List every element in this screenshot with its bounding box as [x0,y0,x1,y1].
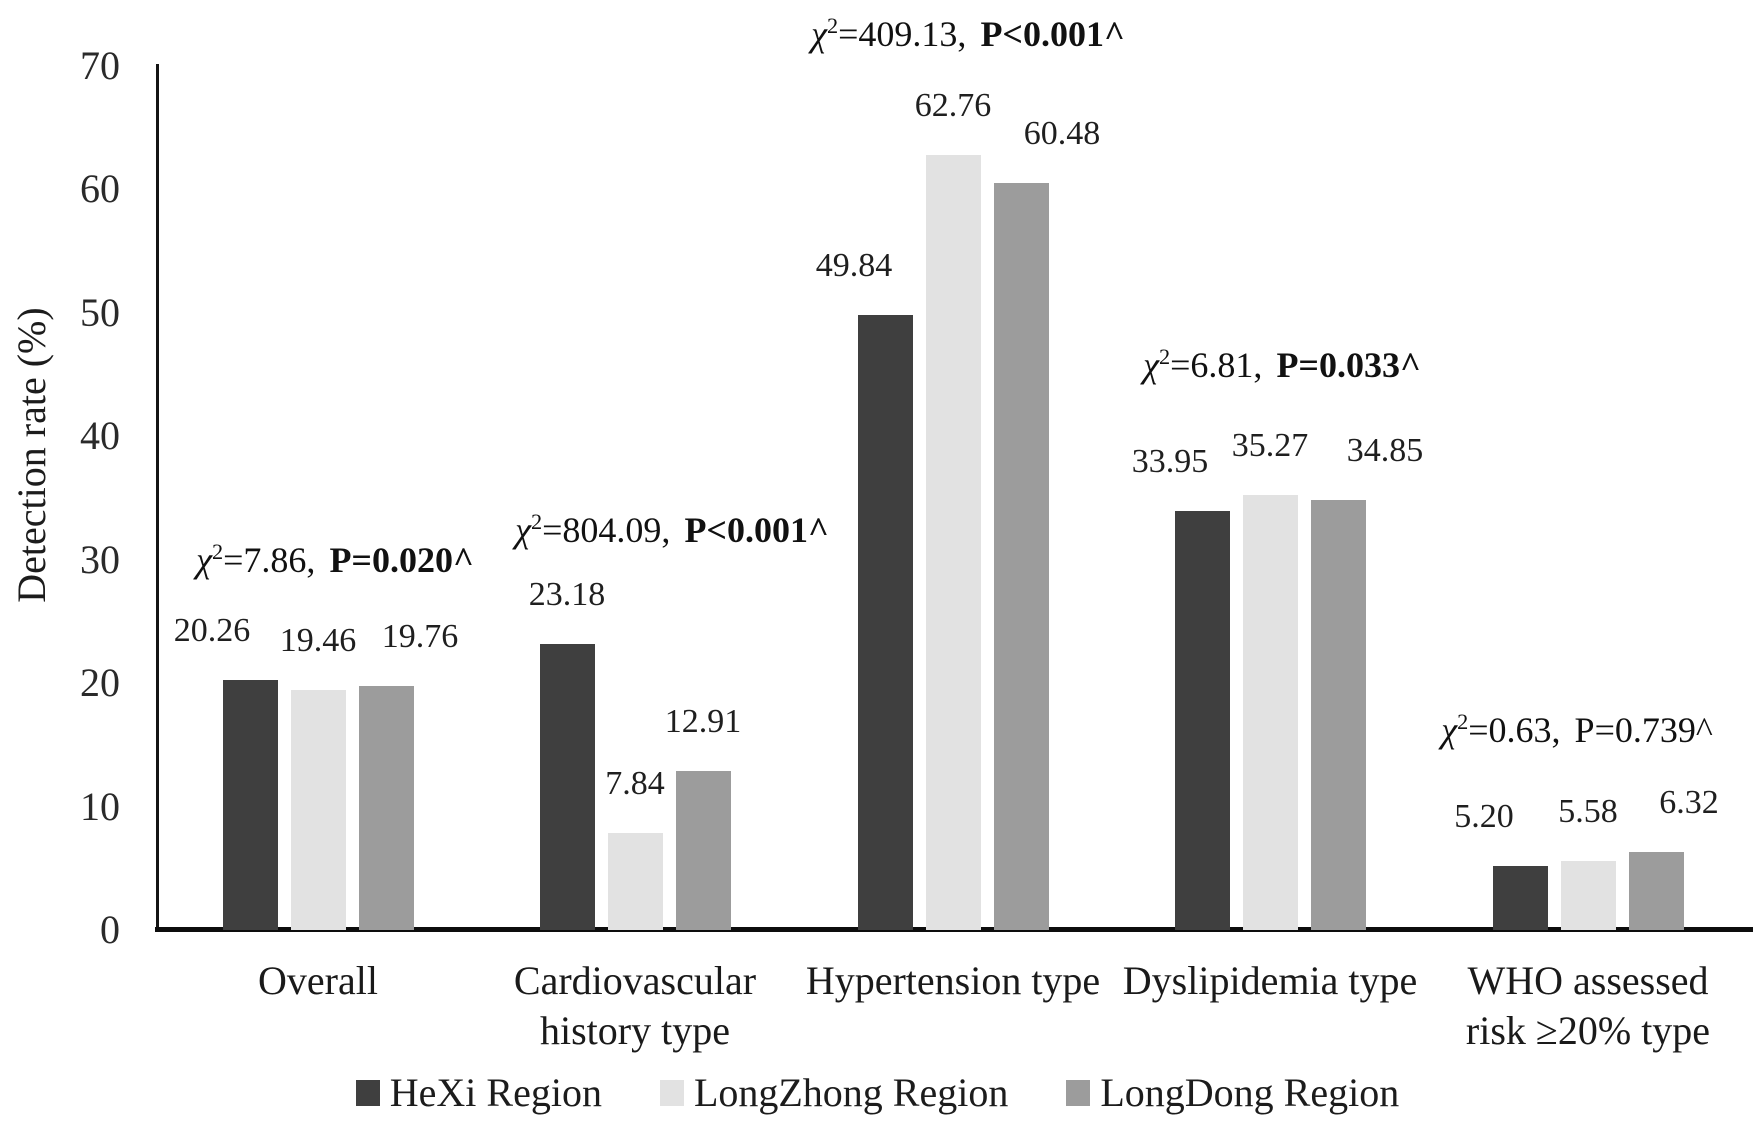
bar-value-label: 35.27 [1231,427,1309,464]
bar-value-label: 20.26 [173,612,251,649]
bar-longzhong-region [1242,495,1298,930]
chi-square-annotation: χ2=6.81, P=0.033^ [1002,331,1562,391]
y-axis-line [156,64,159,930]
chi-square-annotation: χ2=0.63, P=0.739^ [1297,696,1755,756]
y-tick-label: 10 [80,783,120,829]
bar-longzhong-region [1560,861,1616,930]
y-tick-label: 50 [80,289,120,335]
legend-item: HeXi Region [355,1069,602,1117]
chi-square-stat: χ2=7.86, [196,539,316,580]
bar-value-label: 60.48 [1023,115,1101,152]
y-tick-label: 0 [100,907,120,952]
bar-longdong-region [993,183,1049,930]
bar-value-label: 49.84 [815,247,893,284]
y-tick-label: 70 [80,42,120,88]
legend-label: LongDong Region [1100,1070,1400,1115]
p-value: P<0.001^ [980,14,1125,54]
bar-longzhong-region [290,690,346,930]
bar-value-label: 33.95 [1131,443,1209,480]
bar-value-label: 5.58 [1558,793,1618,830]
bar-value-label: 19.76 [381,618,459,655]
bar-hexi-region [857,315,913,930]
category-label: WHO assessed risk ≥20% type [1465,958,1711,1053]
legend-label: LongZhong Region [693,1070,1009,1115]
chi-square-annotation: χ2=7.86, P=0.020^ [55,526,615,586]
bar-value-label: 23.18 [528,576,606,613]
legend-swatch [355,1080,380,1106]
legend-label: HeXi Region [389,1070,602,1115]
category-label: Cardiovascular history type [513,958,757,1053]
bar-longzhong-region [607,833,663,930]
legend-item: LongZhong Region [659,1069,1009,1117]
legend: HeXi Region LongZhong Region LongDong Regi… [0,1069,1755,1117]
bar-value-label: 62.76 [914,87,992,124]
chi-square-stat: χ2=0.63, [1441,709,1561,750]
y-tick-label: 20 [80,660,120,706]
bar-longdong-region [1310,500,1366,930]
p-value: P<0.001^ [684,510,829,550]
y-tick-label: 60 [80,166,120,212]
bar-value-label: 12.91 [664,703,742,740]
bar-hexi-region [539,644,595,930]
bar-hexi-region [1174,511,1230,930]
bar-hexi-region [222,680,278,930]
p-value: P=0.020^ [329,540,474,580]
p-value: P=0.739^ [1574,710,1713,750]
y-tick-label: 30 [80,536,120,582]
bar-value-label: 5.20 [1454,798,1514,835]
category-label: Overall [258,958,378,1003]
chi-square-stat: χ2=6.81, [1143,344,1263,385]
bar-value-label: 7.84 [605,765,665,802]
bar-value-label: 34.85 [1346,432,1424,469]
chi-square-stat: χ2=804.09, [515,509,671,550]
bar-longdong-region [1628,852,1684,930]
chi-square-annotation: χ2=804.09, P<0.001^ [392,496,952,556]
y-tick-label: 40 [80,413,120,459]
bar-longdong-region [675,771,731,930]
bar-longdong-region [358,686,414,930]
legend-item: LongDong Region [1066,1069,1399,1117]
p-value: P=0.033^ [1276,345,1421,385]
legend-swatch [659,1080,684,1106]
bar-longzhong-region [925,155,981,930]
category-label: Dyslipidemia type [1122,958,1418,1003]
bar-value-label: 19.46 [279,622,357,659]
legend-swatch [1066,1080,1091,1106]
chi-square-stat: χ2=409.13, [811,13,967,54]
bar-value-label: 6.32 [1659,784,1719,821]
category-label: Hypertension type [805,958,1101,1003]
bar-hexi-region [1492,866,1548,930]
chi-square-annotation: χ2=409.13, P<0.001^ [688,0,1248,60]
